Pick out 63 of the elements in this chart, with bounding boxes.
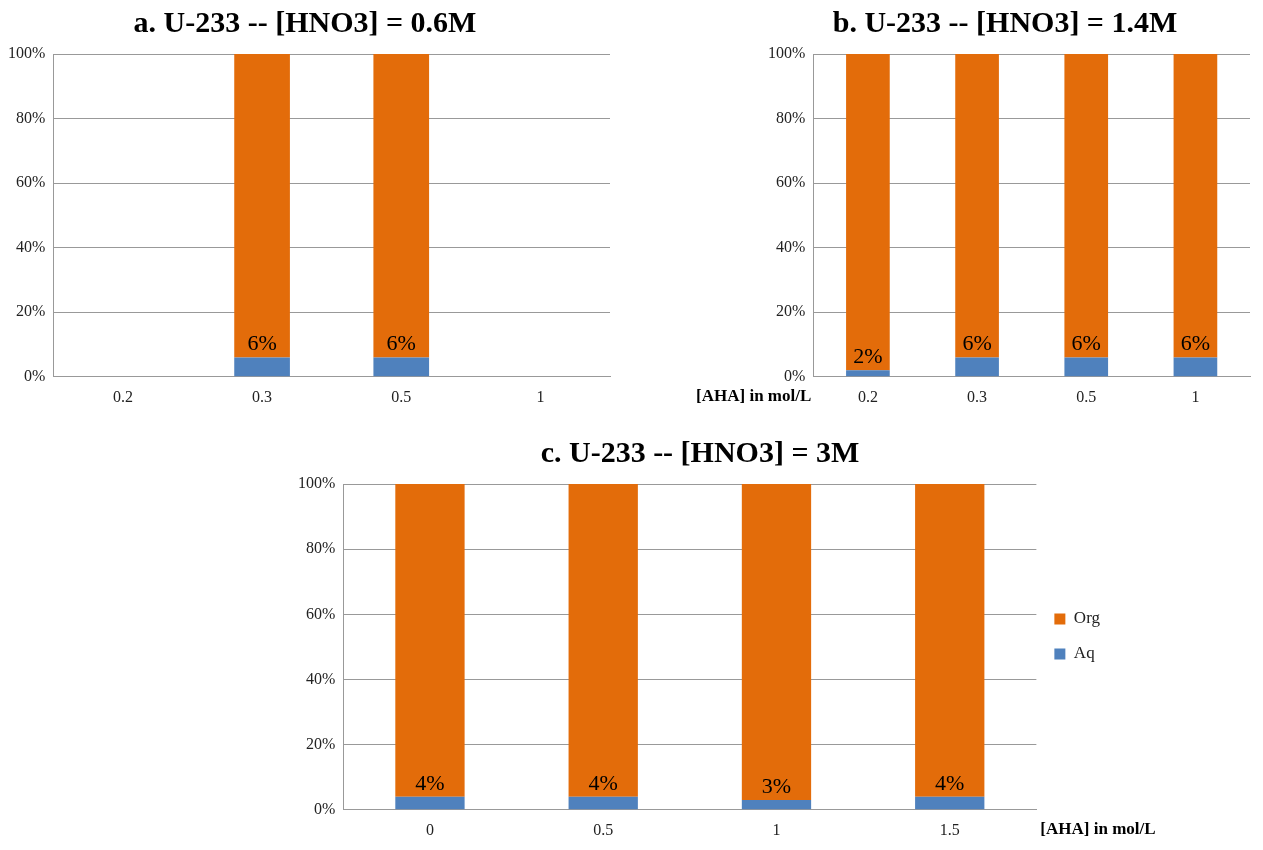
data-label: 6%	[962, 330, 992, 356]
y-tick-label: 80%	[306, 539, 336, 557]
bar	[846, 54, 890, 371]
y-tick-label: 80%	[776, 108, 806, 126]
x-tick-label: 1	[1191, 387, 1200, 405]
bar	[395, 796, 465, 810]
data-label: 6%	[1180, 330, 1211, 356]
y-tick-label: 60%	[306, 604, 336, 622]
y-tick-label: 40%	[776, 237, 806, 255]
y-tick-label: 0%	[784, 367, 806, 384]
y-tick-label: 20%	[306, 734, 336, 752]
y-tick-label: 40%	[306, 669, 336, 687]
x-tick-label: 1	[772, 820, 781, 838]
data-label: 2%	[853, 343, 883, 369]
y-tick-label: 60%	[16, 173, 46, 191]
data-label: 3%	[761, 772, 792, 798]
x-axis-title: [AHA] in mol/L	[696, 386, 812, 406]
legend-label: Org	[1073, 608, 1101, 628]
x-axis-title: [AHA] in mol/L	[1040, 819, 1156, 839]
x-tick-label: 0.3	[967, 387, 988, 405]
bar	[395, 484, 465, 797]
bar	[1173, 357, 1218, 377]
x-tick-label: 1	[536, 387, 545, 405]
data-label: 4%	[415, 769, 445, 795]
data-label: 6%	[1071, 330, 1101, 356]
legend-label: Aq	[1073, 643, 1096, 663]
bar	[915, 484, 985, 797]
x-tick-label: 0.2	[857, 387, 878, 405]
bar	[1064, 357, 1109, 377]
bar	[741, 800, 812, 810]
data-label: 6%	[386, 330, 416, 356]
x-tick-label: 0	[425, 820, 434, 838]
chart-title: c. U-233 -- [HNO3] = 3M	[540, 434, 860, 468]
bar	[568, 484, 638, 797]
x-tick-label: 1.5	[939, 820, 960, 838]
y-tick-label: 100%	[768, 44, 806, 62]
chart-title: b. U-233 -- [HNO3] = 1.4M	[832, 4, 1178, 38]
y-tick-label: 80%	[16, 108, 46, 126]
bar	[846, 370, 890, 377]
y-tick-label: 60%	[776, 173, 806, 191]
x-tick-label: 0.5	[593, 820, 614, 838]
y-tick-label: 100%	[8, 44, 46, 62]
bar	[955, 357, 999, 377]
x-tick-label: 0.3	[252, 387, 273, 405]
x-tick-label: 0.5	[391, 387, 412, 405]
bar	[915, 796, 985, 810]
bar	[1173, 54, 1218, 358]
x-tick-label: 0.5	[1076, 387, 1097, 405]
data-label: 4%	[588, 769, 618, 795]
y-tick-label: 20%	[16, 302, 46, 320]
chart-title: a. U-233 -- [HNO3] = 0.6M	[133, 4, 477, 38]
bar	[568, 796, 638, 810]
y-tick-label: 0%	[24, 367, 46, 384]
x-tick-label: 0.2	[112, 387, 133, 405]
y-tick-label: 0%	[314, 800, 336, 817]
data-label: 6%	[247, 330, 277, 356]
bar	[741, 484, 812, 801]
y-tick-label: 40%	[16, 237, 46, 255]
y-tick-label: 20%	[776, 302, 806, 320]
y-tick-label: 100%	[298, 474, 336, 492]
bar	[955, 54, 999, 358]
bar	[1064, 54, 1109, 358]
data-label: 4%	[935, 769, 965, 795]
